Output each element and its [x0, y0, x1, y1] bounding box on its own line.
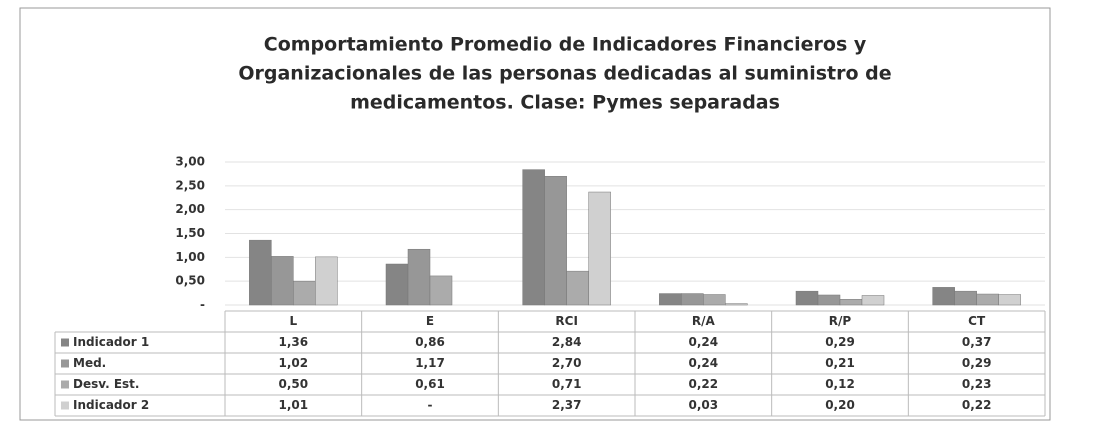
bar [932, 287, 955, 306]
legend-swatch [61, 401, 69, 410]
bar [681, 293, 704, 306]
chart-title: medicamentos. Clase: Pymes separadas [350, 92, 780, 114]
bar [976, 293, 999, 306]
bar [659, 293, 682, 306]
table-value: 0,37 [962, 335, 992, 349]
table-value: 0,23 [962, 377, 992, 391]
table-value: 0,29 [962, 356, 992, 370]
bar [839, 299, 863, 306]
legend-label: Indicador 2 [73, 398, 149, 412]
table-value: 0,86 [415, 335, 445, 349]
x-tick-label: R/A [692, 314, 716, 328]
bar [271, 256, 294, 306]
legend-label: Med. [73, 356, 106, 370]
y-tick-label: 3,00 [175, 155, 205, 169]
table-value: 0,22 [689, 377, 719, 391]
bar [954, 290, 977, 306]
bar [407, 248, 431, 306]
y-tick-label: 2,50 [175, 178, 205, 192]
table-value: 0,12 [825, 377, 855, 391]
table-value: 1,17 [415, 356, 445, 370]
legend-label: Indicador 1 [73, 335, 149, 349]
x-tick-label: L [290, 314, 298, 328]
y-tick-label: 0,50 [175, 274, 205, 288]
bar [998, 294, 1021, 306]
x-tick-label: RCI [555, 314, 578, 328]
table-value: 0,20 [825, 398, 855, 412]
table-value: 0,61 [415, 377, 445, 391]
bar [544, 176, 567, 306]
bar [817, 294, 841, 306]
legend-swatch [61, 359, 69, 368]
bar [703, 294, 726, 306]
legend-swatch [61, 338, 69, 347]
table-value: 0,50 [279, 377, 309, 391]
table-value: 2,84 [552, 335, 582, 349]
table-value: 0,03 [689, 398, 719, 412]
bar [429, 275, 453, 306]
x-tick-label: E [426, 314, 434, 328]
bar [249, 239, 272, 306]
chart-title: Comportamiento Promedio de Indicadores F… [264, 34, 867, 56]
table-value: 1,02 [279, 356, 309, 370]
bar [522, 169, 545, 306]
bar [293, 280, 316, 306]
table-value: 0,21 [825, 356, 855, 370]
table-value: 0,71 [552, 377, 582, 391]
bar [385, 263, 409, 306]
legend-label: Desv. Est. [73, 377, 139, 391]
table-value: 2,37 [552, 398, 582, 412]
bar [725, 303, 748, 306]
table-value: 1,36 [279, 335, 309, 349]
bar [315, 256, 338, 306]
x-tick-label: CT [968, 314, 986, 328]
y-tick-label: 1,00 [175, 250, 205, 264]
y-tick-label: 1,50 [175, 226, 205, 240]
table-value: 1,01 [279, 398, 309, 412]
bar [861, 295, 885, 306]
table-value: 0,24 [689, 335, 719, 349]
bar [566, 270, 589, 306]
legend-swatch [61, 380, 69, 389]
table-value: - [428, 398, 433, 412]
chart-title: Organizacionales de las personas dedicad… [238, 63, 891, 85]
table-value: 0,24 [689, 356, 719, 370]
table-value: 0,22 [962, 398, 992, 412]
bar [795, 290, 819, 306]
y-tick-label: - [200, 298, 205, 312]
table-value: 0,29 [825, 335, 855, 349]
y-tick-label: 2,00 [175, 202, 205, 216]
table-value: 2,70 [552, 356, 582, 370]
bar [588, 191, 611, 306]
x-tick-label: R/P [829, 314, 852, 328]
